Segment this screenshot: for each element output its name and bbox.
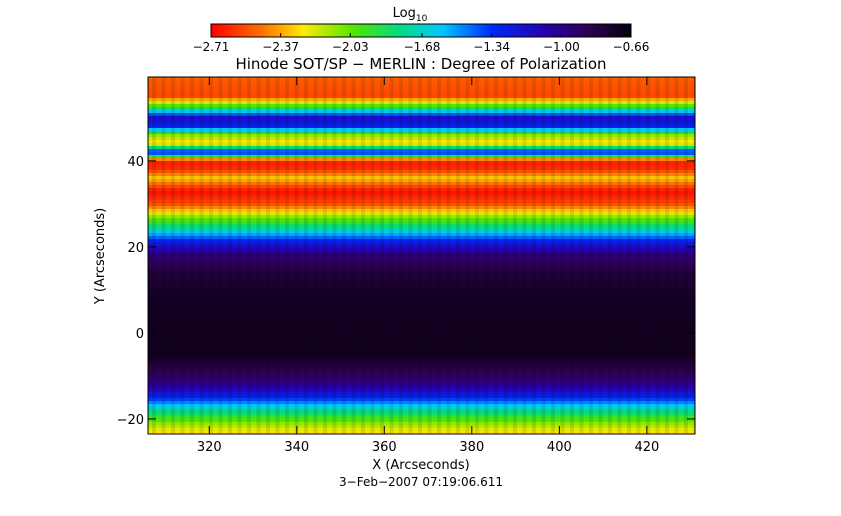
- x-tick-label: 360: [372, 440, 397, 455]
- colorbar-gradient: [210, 23, 632, 38]
- plot-frame: [147, 76, 696, 435]
- colorbar-label: Log10: [393, 6, 428, 24]
- colorbar: Log10 −2.71 −2.37 −2.03 −1.68 −1.34 −1.00 −0.6…: [193, 6, 650, 54]
- colorbar-tick-label: −2.03: [332, 40, 369, 54]
- x-tick-label: 400: [547, 440, 572, 455]
- chart-title: Hinode SOT/SP − MERLIN : Degree of Polar…: [235, 55, 606, 73]
- x-axis: 320 340 360 380 400 420: [197, 77, 659, 455]
- colorbar-tick-label: −0.66: [613, 40, 650, 54]
- x-tick-label: 320: [197, 440, 222, 455]
- colorbar-tick-label: −2.71: [193, 40, 230, 54]
- x-tick-label: 380: [459, 440, 484, 455]
- heatmap: [148, 77, 695, 434]
- y-axis: −20 0 20 40: [117, 155, 695, 428]
- x-tick-label: 340: [284, 440, 309, 455]
- x-tick-label: 420: [634, 440, 659, 455]
- colorbar-tick-label: −2.37: [262, 40, 299, 54]
- y-tick-label: −20: [117, 413, 144, 428]
- colorbar-ticks: −2.71 −2.37 −2.03 −1.68 −1.34 −1.00 −0.66: [193, 33, 650, 54]
- date-label: 3−Feb−2007 07:19:06.611: [339, 475, 503, 489]
- colorbar-tick-label: −1.34: [473, 40, 510, 54]
- colorbar-tick-label: −1.68: [404, 40, 441, 54]
- x-axis-label: X (Arcseconds): [372, 458, 469, 473]
- y-tick-label: 0: [136, 327, 144, 342]
- y-tick-label: 20: [127, 241, 144, 256]
- y-tick-label: 40: [127, 155, 144, 170]
- colorbar-tick-label: −1.00: [543, 40, 580, 54]
- y-axis-label: Y (Arcseconds): [93, 208, 108, 305]
